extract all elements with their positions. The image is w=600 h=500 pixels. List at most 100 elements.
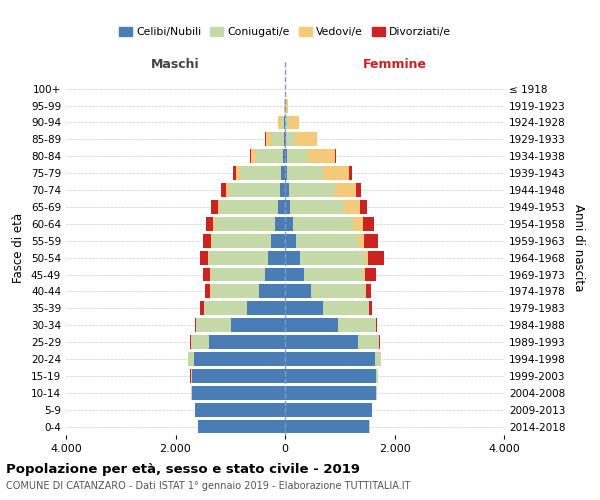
- Bar: [188, 352, 194, 366]
- Bar: [360, 200, 367, 214]
- Bar: [203, 234, 211, 247]
- Bar: [266, 132, 271, 146]
- Bar: [275, 217, 285, 231]
- Bar: [285, 166, 287, 180]
- Bar: [376, 369, 378, 383]
- Bar: [285, 402, 372, 416]
- Bar: [271, 132, 284, 146]
- Bar: [285, 150, 287, 163]
- Bar: [256, 150, 283, 163]
- Bar: [283, 150, 285, 163]
- Bar: [211, 284, 259, 298]
- Bar: [209, 250, 268, 264]
- Bar: [369, 302, 372, 315]
- Bar: [195, 402, 285, 416]
- Bar: [236, 166, 240, 180]
- Bar: [375, 352, 381, 366]
- Bar: [363, 217, 374, 231]
- Bar: [240, 166, 281, 180]
- Bar: [285, 335, 358, 349]
- Bar: [271, 234, 285, 247]
- Bar: [250, 150, 251, 163]
- Bar: [278, 116, 281, 130]
- Bar: [259, 284, 285, 298]
- Bar: [290, 200, 344, 214]
- Text: Femmine: Femmine: [362, 58, 427, 71]
- Bar: [286, 132, 295, 146]
- Bar: [194, 352, 285, 366]
- Bar: [220, 200, 278, 214]
- Bar: [191, 369, 192, 383]
- Bar: [285, 302, 323, 315]
- Bar: [200, 250, 208, 264]
- Bar: [286, 116, 289, 130]
- Bar: [265, 268, 285, 281]
- Bar: [209, 335, 285, 349]
- Bar: [285, 183, 289, 197]
- Bar: [278, 200, 285, 214]
- Bar: [308, 150, 335, 163]
- Bar: [304, 268, 363, 281]
- Bar: [204, 302, 247, 315]
- Bar: [285, 284, 311, 298]
- Bar: [353, 217, 363, 231]
- Bar: [214, 217, 215, 231]
- Bar: [323, 302, 369, 315]
- Bar: [285, 352, 375, 366]
- Bar: [191, 335, 209, 349]
- Bar: [211, 268, 265, 281]
- Bar: [211, 234, 212, 247]
- Bar: [366, 284, 371, 298]
- Bar: [285, 200, 290, 214]
- Bar: [289, 183, 335, 197]
- Bar: [206, 217, 214, 231]
- Bar: [293, 217, 353, 231]
- Bar: [295, 132, 317, 146]
- Bar: [349, 166, 352, 180]
- Bar: [365, 250, 368, 264]
- Bar: [285, 132, 286, 146]
- Bar: [323, 166, 349, 180]
- Bar: [285, 369, 376, 383]
- Bar: [286, 98, 288, 112]
- Bar: [229, 183, 280, 197]
- Bar: [356, 183, 361, 197]
- Bar: [311, 284, 365, 298]
- Bar: [285, 234, 296, 247]
- Bar: [289, 116, 299, 130]
- Bar: [368, 250, 384, 264]
- Bar: [284, 98, 285, 112]
- Bar: [280, 183, 285, 197]
- Bar: [194, 318, 196, 332]
- Bar: [203, 268, 211, 281]
- Bar: [335, 183, 356, 197]
- Bar: [196, 318, 232, 332]
- Bar: [212, 234, 271, 247]
- Bar: [285, 268, 304, 281]
- Bar: [281, 116, 284, 130]
- Bar: [226, 183, 229, 197]
- Bar: [284, 132, 285, 146]
- Bar: [358, 335, 379, 349]
- Legend: Celibi/Nubili, Coniugati/e, Vedovi/e, Divorziati/e: Celibi/Nubili, Coniugati/e, Vedovi/e, Di…: [115, 22, 455, 42]
- Bar: [247, 302, 285, 315]
- Bar: [284, 116, 285, 130]
- Y-axis label: Anni di nascita: Anni di nascita: [572, 204, 585, 291]
- Bar: [363, 268, 365, 281]
- Bar: [287, 150, 308, 163]
- Bar: [200, 302, 204, 315]
- Bar: [285, 318, 338, 332]
- Bar: [285, 250, 300, 264]
- Bar: [215, 217, 275, 231]
- Bar: [233, 166, 236, 180]
- Bar: [205, 284, 211, 298]
- Bar: [296, 234, 358, 247]
- Bar: [365, 268, 376, 281]
- Bar: [251, 150, 256, 163]
- Bar: [218, 200, 220, 214]
- Bar: [344, 200, 360, 214]
- Bar: [376, 318, 377, 332]
- Bar: [232, 318, 285, 332]
- Text: Popolazione per età, sesso e stato civile - 2019: Popolazione per età, sesso e stato civil…: [6, 462, 360, 475]
- Bar: [211, 200, 218, 214]
